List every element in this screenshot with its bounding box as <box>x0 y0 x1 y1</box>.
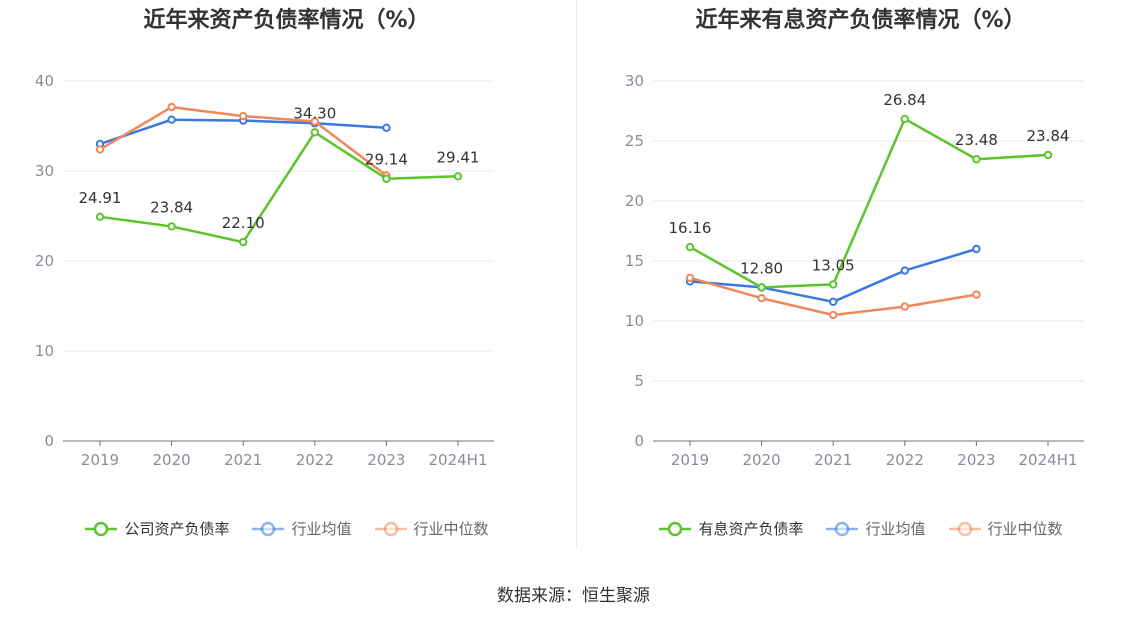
data-point[interactable] <box>829 297 838 306</box>
y-tick-label: 20 <box>35 252 54 270</box>
data-point[interactable] <box>900 114 909 124</box>
legend-label: 公司资产负债率 <box>124 520 230 538</box>
data-label: 12.80 <box>740 259 783 277</box>
y-tick-label: 40 <box>35 72 54 90</box>
legend-line-marker-icon <box>85 521 118 536</box>
data-label: 13.05 <box>812 256 855 274</box>
legend-item[interactable]: 行业均值 <box>825 518 926 539</box>
chart-legend: 公司资产负债率 行业均值 行业中位数 <box>0 518 573 539</box>
data-label: 16.16 <box>669 219 712 237</box>
chart-title: 近年来资产负债率情况（%） <box>143 8 430 33</box>
legend-item[interactable]: 行业均值 <box>251 518 352 539</box>
data-label: 34.30 <box>293 104 336 122</box>
y-tick-label: 10 <box>625 312 644 330</box>
y-tick-label: 15 <box>625 252 644 270</box>
x-tick-label: 2021 <box>224 451 262 469</box>
legend-item[interactable]: 有息资产负债率 <box>658 518 803 539</box>
data-label: 23.48 <box>955 131 998 149</box>
line-chart-debt-ratio: 0 10 20 30 40 2019 2020 2021 2022 2023 2024H1 24.91… <box>35 72 494 469</box>
data-point[interactable] <box>1043 150 1053 160</box>
data-point[interactable] <box>685 242 695 252</box>
x-tick-label: 2019 <box>81 451 119 469</box>
x-tick-label: 2022 <box>886 451 924 469</box>
legend-label: 行业均值 <box>291 520 352 538</box>
y-tick-label: 20 <box>625 192 644 210</box>
chart-legend: 有息资产负债率 行业均值 行业中位数 <box>574 518 1147 539</box>
y-tick-label: 25 <box>625 132 644 150</box>
series-line <box>689 117 1049 289</box>
legend-line-marker-icon <box>826 521 859 536</box>
x-tick-label: 2024H1 <box>1019 451 1078 469</box>
chart-title: 近年来有息资产负债率情况（%） <box>695 8 1026 33</box>
x-tick-label: 2020 <box>743 451 781 469</box>
x-tick-label: 2020 <box>153 451 191 469</box>
y-tick-label: 10 <box>35 342 54 360</box>
data-point[interactable] <box>382 123 391 133</box>
data-point[interactable] <box>829 280 838 289</box>
x-tick-label: 2021 <box>814 451 852 469</box>
legend-line-marker-icon <box>948 521 981 536</box>
data-point[interactable] <box>972 290 981 299</box>
legend-line-marker-icon <box>374 521 407 536</box>
x-tick-label: 2023 <box>367 451 405 469</box>
data-label: 29.41 <box>437 148 480 166</box>
data-point[interactable] <box>900 302 909 311</box>
line-chart-interest-debt-ratio: 0 5 10 15 20 25 30 2019 2020 2021 2022 2023 2024H1 16… <box>625 72 1084 469</box>
data-label: 24.91 <box>79 189 122 207</box>
x-tick-label: 2024H1 <box>429 451 488 469</box>
x-tick-label: 2022 <box>296 451 334 469</box>
data-point[interactable] <box>453 172 463 181</box>
data-point[interactable] <box>239 237 248 247</box>
x-tick-label: 2019 <box>671 451 709 469</box>
data-point[interactable] <box>757 294 766 303</box>
legend-line-marker-icon <box>659 521 692 536</box>
data-point[interactable] <box>382 174 391 183</box>
right-chart-panel: 近年来有息资产负债率情况（%） 0 5 10 15 20 25 30 2019 2020 2021… <box>574 0 1147 560</box>
data-point[interactable] <box>95 212 105 222</box>
data-point[interactable] <box>167 222 176 231</box>
data-point[interactable] <box>310 117 319 126</box>
data-point[interactable] <box>167 115 176 124</box>
data-label: 22.10 <box>222 214 265 232</box>
y-tick-label: 30 <box>35 162 54 180</box>
left-chart-panel: 近年来资产负债率情况（%） 0 10 20 30 40 2019 2020 2021 2022 2… <box>0 0 573 560</box>
legend-label: 有息资产负债率 <box>698 520 804 538</box>
y-tick-label: 0 <box>634 432 644 450</box>
data-point[interactable] <box>310 128 319 137</box>
data-point[interactable] <box>972 155 981 164</box>
x-tick-label: 2023 <box>957 451 995 469</box>
data-label: 23.84 <box>1027 127 1070 145</box>
data-point[interactable] <box>685 273 695 282</box>
legend-item[interactable]: 行业中位数 <box>374 518 489 539</box>
data-point[interactable] <box>239 111 248 121</box>
data-point[interactable] <box>972 244 981 254</box>
data-label: 29.14 <box>365 151 408 169</box>
data-point[interactable] <box>829 310 838 320</box>
y-tick-label: 5 <box>634 372 644 390</box>
data-point[interactable] <box>900 266 909 275</box>
legend-item[interactable]: 行业中位数 <box>948 518 1063 539</box>
legend-item[interactable]: 公司资产负债率 <box>84 518 229 539</box>
y-tick-label: 30 <box>625 72 644 90</box>
data-point[interactable] <box>167 102 176 112</box>
data-point[interactable] <box>757 283 766 292</box>
series-line <box>99 131 459 244</box>
y-tick-label: 0 <box>44 432 54 450</box>
panel-divider <box>576 0 577 548</box>
data-source-note: 数据来源：恒生聚源 <box>497 586 650 606</box>
data-point[interactable] <box>95 145 105 154</box>
data-label: 26.84 <box>883 91 926 109</box>
legend-line-marker-icon <box>252 521 285 536</box>
data-label: 23.84 <box>150 198 193 216</box>
legend-label: 行业均值 <box>865 520 926 538</box>
legend-label: 行业中位数 <box>987 520 1063 538</box>
legend-label: 行业中位数 <box>413 520 489 538</box>
